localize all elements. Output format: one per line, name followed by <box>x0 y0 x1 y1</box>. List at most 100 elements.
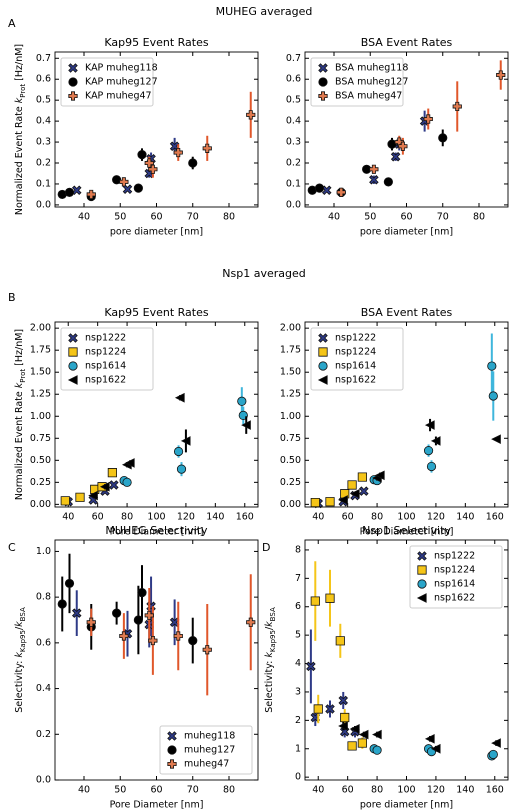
y-tick-label: 1.75 <box>280 345 301 356</box>
y-axis-label: Normalized Event Rate kProt [Hz/nM] <box>14 329 28 500</box>
y-tick-label: 7 <box>295 573 301 584</box>
chart-title: BSA Event Rates <box>361 36 453 49</box>
x-tick-label: 40 <box>312 785 324 796</box>
legend-marker <box>167 759 177 769</box>
x-tick-label: 80 <box>473 212 485 223</box>
x-tick-label: 60 <box>150 785 162 796</box>
legend-marker <box>417 579 427 589</box>
panel-label: D <box>262 541 270 554</box>
section-title: MUHEG averaged <box>216 5 313 18</box>
y-axis-label: Selectivity: kKap95/kBSA <box>14 607 28 713</box>
y-axis-label-part: Prot <box>19 369 27 383</box>
legend-marker <box>68 361 78 371</box>
y-axis-label: Normalized Event Rate kProt [Hz/nM] <box>14 44 28 215</box>
legend-label: nsp1622 <box>335 375 376 386</box>
legend-label: muheg127 <box>184 745 235 756</box>
legend-label: nsp1614 <box>85 361 126 372</box>
x-tick-label: 120 <box>427 512 445 523</box>
marker <box>148 635 158 646</box>
axes-frame <box>54 539 259 781</box>
x-tick-label: 60 <box>400 212 412 223</box>
x-tick-label: 50 <box>114 785 126 796</box>
y-axis-label-part: BSA <box>269 607 277 621</box>
marker <box>424 733 435 744</box>
y-axis-label-part: / <box>264 626 275 630</box>
section-title: Nsp1 averaged <box>222 267 305 280</box>
x-tick-label: 40 <box>328 212 340 223</box>
y-tick-label: 0.8 <box>36 592 51 603</box>
y-tick-label: 0.4 <box>286 116 301 127</box>
marker <box>306 661 316 672</box>
marker <box>371 729 382 740</box>
marker <box>424 420 435 430</box>
x-tick-label: 40 <box>312 512 324 523</box>
marker <box>430 743 441 754</box>
marker <box>119 177 129 187</box>
marker <box>202 143 212 153</box>
y-tick-label: 1.00 <box>280 411 301 422</box>
y-tick-label: 1.75 <box>30 345 51 356</box>
marker <box>369 164 379 174</box>
legend-label: muheg47 <box>184 759 229 770</box>
marker <box>347 480 357 490</box>
y-tick-label: 0.25 <box>30 477 51 488</box>
x-tick-label: 40 <box>62 512 74 523</box>
y-tick-label: 2.00 <box>30 323 51 334</box>
marker <box>173 446 184 457</box>
marker <box>148 164 158 174</box>
x-tick-label: 140 <box>206 512 224 523</box>
marker <box>71 608 82 618</box>
y-tick-label: 0.6 <box>36 637 51 648</box>
legend-label: BSA muheg118 <box>335 63 408 74</box>
x-axis-label: Pore Diameter [nm] <box>110 800 204 810</box>
marker <box>112 608 122 618</box>
marker <box>180 436 191 446</box>
marker <box>119 631 129 641</box>
marker <box>338 721 348 731</box>
legend-marker <box>317 375 328 385</box>
x-tick-label: 80 <box>223 785 235 796</box>
marker <box>338 495 348 505</box>
marker <box>137 587 147 598</box>
y-axis-label: Selectivity: kKap95/kBSA <box>264 607 278 713</box>
y-tick-label: 2.00 <box>280 323 301 334</box>
marker <box>349 488 360 499</box>
y-tick-label: 0.00 <box>30 499 51 510</box>
marker <box>357 738 367 748</box>
legend-box <box>159 725 253 775</box>
marker <box>387 139 397 149</box>
x-tick-label: 100 <box>397 512 415 523</box>
marker <box>423 114 433 124</box>
legend-label: BSA muheg127 <box>335 77 408 88</box>
y-tick-label: 0 <box>295 772 301 783</box>
marker <box>398 141 408 151</box>
y-tick-label: 0.5 <box>36 95 51 106</box>
y-tick-label: 1.25 <box>280 389 301 400</box>
marker <box>496 70 506 80</box>
x-tick-label: 80 <box>121 512 133 523</box>
marker <box>60 496 70 506</box>
legend-marker <box>318 77 328 87</box>
y-axis-label-part: Kap95 <box>19 630 27 652</box>
marker <box>374 470 385 481</box>
legend-label: nsp1222 <box>85 333 126 344</box>
panel-label: A <box>8 17 16 30</box>
marker <box>86 189 96 200</box>
y-axis-label-part: k <box>264 652 275 658</box>
marker <box>438 133 448 143</box>
legend-marker <box>167 731 177 741</box>
legend-marker <box>318 361 328 371</box>
x-axis-label: pore diameter [nm] <box>360 227 453 238</box>
marker <box>188 635 198 646</box>
x-tick-label: 60 <box>150 212 162 223</box>
y-tick-label: 0.4 <box>36 683 51 694</box>
marker <box>349 724 360 734</box>
y-axis-label-part: k <box>14 652 25 658</box>
marker <box>122 184 133 194</box>
marker <box>358 729 369 740</box>
legend-label: nsp1622 <box>434 593 475 604</box>
y-axis-label-part: Kap95 <box>269 630 277 652</box>
marker <box>321 185 332 196</box>
legend-marker <box>416 593 427 603</box>
chart-title: MUHEG Selectivity <box>105 524 208 537</box>
